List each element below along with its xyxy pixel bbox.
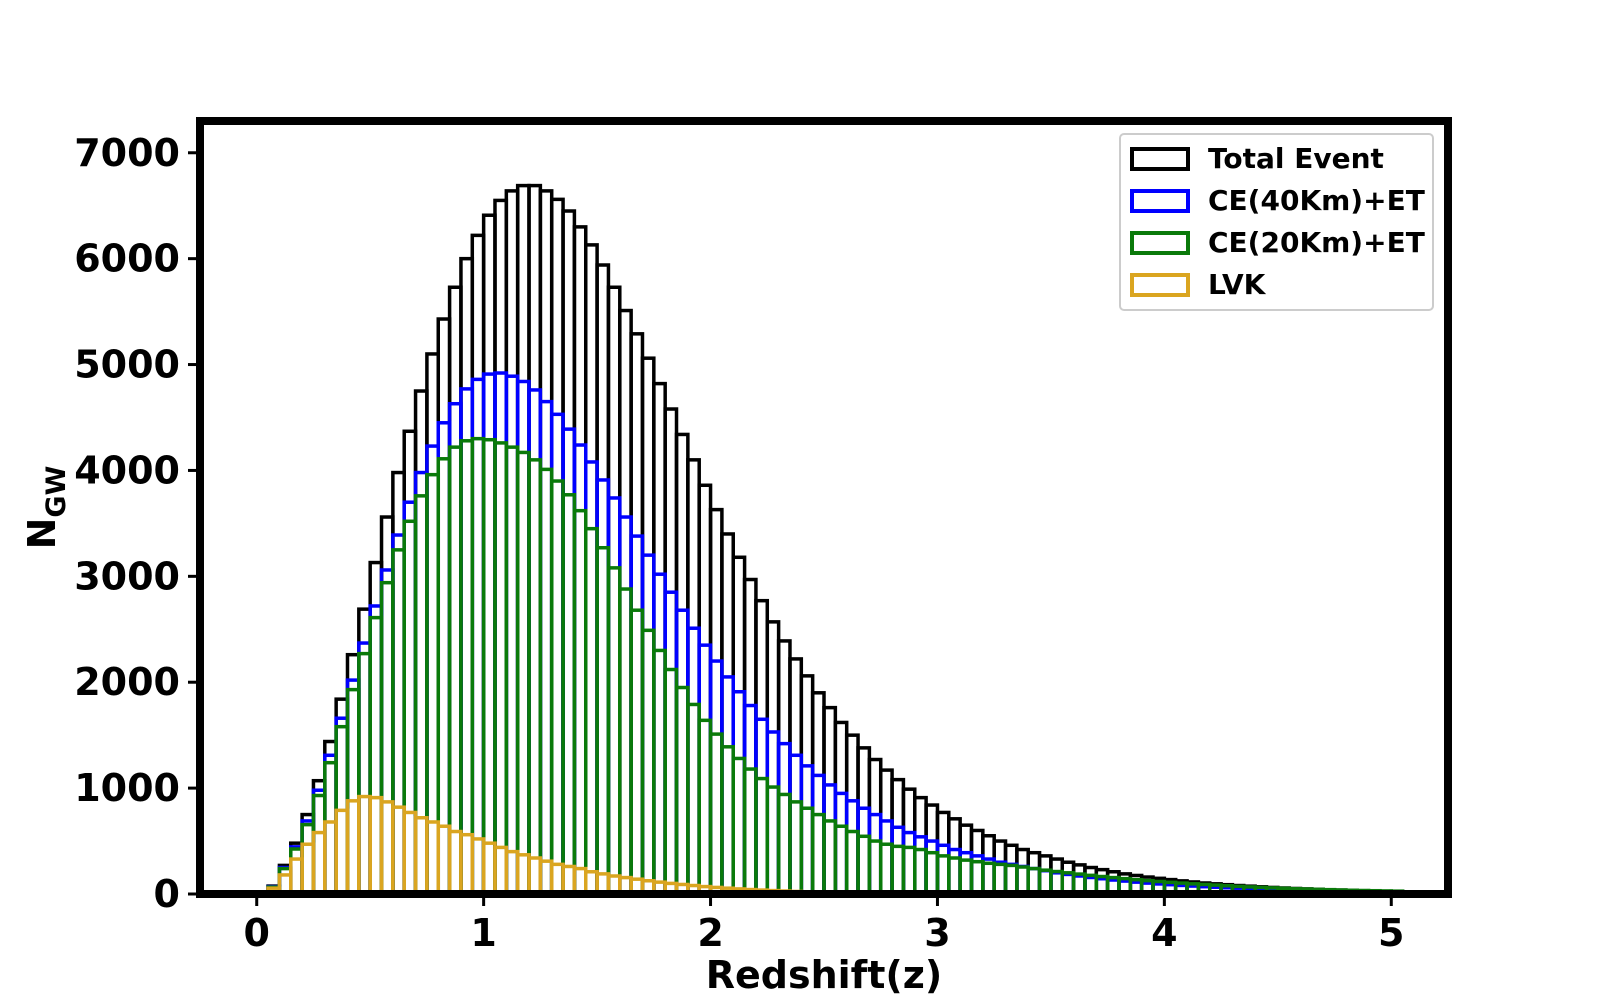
- x-tick-label: 5: [1378, 911, 1404, 955]
- x-tick-label: 0: [244, 911, 270, 955]
- y-tick-label: 0: [154, 872, 180, 916]
- legend-label: LVK: [1208, 268, 1267, 301]
- legend: Total Event CE(40Km)+ET CE(20Km)+ET LVK: [1120, 134, 1433, 310]
- y-tick-label: 5000: [74, 343, 180, 387]
- y-tick-label: 3000: [74, 554, 180, 598]
- y-tick-label: 6000: [74, 237, 180, 281]
- x-tick-label: 1: [470, 911, 496, 955]
- x-tick-label: 3: [924, 911, 950, 955]
- x-tick-label: 4: [1151, 911, 1177, 955]
- y-axis-label: NGW: [20, 466, 72, 550]
- y-axis-label-subscript: GW: [41, 466, 72, 518]
- y-tick-label: 1000: [74, 766, 180, 810]
- legend-label: CE(20Km)+ET: [1208, 226, 1425, 259]
- y-tick-label: 2000: [74, 660, 180, 704]
- legend-label: CE(40Km)+ET: [1208, 184, 1425, 217]
- legend-label: Total Event: [1208, 142, 1384, 175]
- x-axis-label: Redshift(z): [706, 953, 942, 997]
- y-tick-label: 4000: [74, 448, 180, 492]
- x-tick-label: 2: [697, 911, 723, 955]
- y-axis-label-main: N: [20, 518, 64, 550]
- y-tick-label: 7000: [74, 131, 180, 175]
